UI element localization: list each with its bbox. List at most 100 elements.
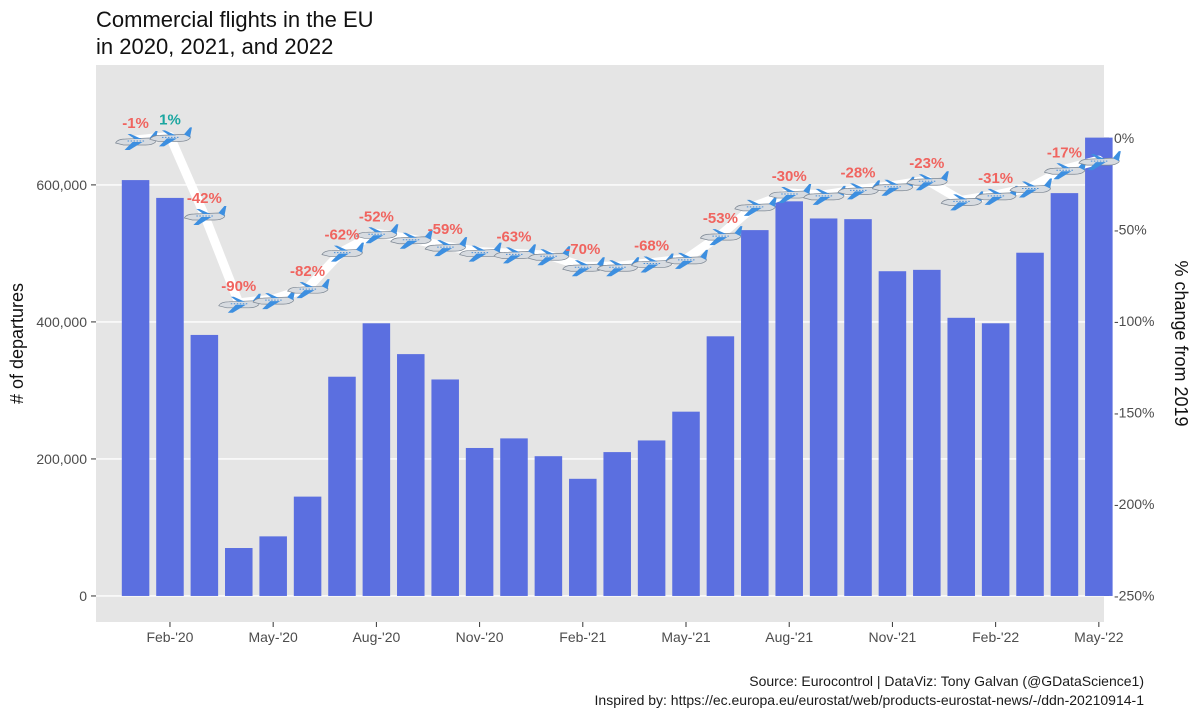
- x-tick-label: Nov-'21: [869, 629, 917, 645]
- bar: [741, 230, 769, 596]
- inspired-by-caption: Inspired by: https://ec.europa.eu/eurost…: [594, 692, 1144, 708]
- bar: [775, 201, 803, 596]
- bar: [913, 269, 941, 596]
- pct-data-label: -52%: [359, 208, 394, 225]
- plane-tail: [218, 205, 227, 216]
- bar: [328, 376, 356, 596]
- x-tick-label: May-'20: [248, 629, 298, 645]
- plane-tail: [459, 237, 468, 248]
- pct-data-label: -28%: [841, 164, 876, 181]
- x-tick-label: Nov-'20: [456, 629, 504, 645]
- plane-wing: [915, 182, 934, 191]
- plane-wing: [1087, 162, 1106, 171]
- plane-wing-top: [437, 240, 452, 246]
- plane-marker: [1078, 151, 1121, 171]
- y-tick-label: 0: [79, 588, 87, 604]
- bar: [637, 440, 666, 596]
- plane-tail: [183, 127, 192, 138]
- plane-wing-top: [402, 232, 417, 238]
- x-tick-label: Aug-'20: [352, 629, 400, 645]
- plane-wing-top: [230, 296, 245, 302]
- plane-wing: [227, 304, 246, 313]
- plane-wing: [1053, 171, 1072, 180]
- bar: [706, 336, 735, 596]
- plane-wing: [399, 240, 418, 249]
- pct-data-label: -31%: [978, 170, 1013, 187]
- plane-tail: [768, 196, 777, 207]
- plane-marker: [390, 229, 433, 249]
- plane-wing: [709, 237, 728, 246]
- bar: [981, 323, 1010, 596]
- plane-wing-top: [333, 245, 348, 251]
- pct-data-label: -30%: [772, 168, 807, 185]
- pct-data-label: -62%: [324, 227, 359, 244]
- pct-data-label: -59%: [428, 221, 463, 238]
- y-tick-label: 600,000: [36, 177, 87, 193]
- plane-marker: [527, 246, 571, 266]
- plane-wing-top: [815, 188, 830, 194]
- y2-tick-label: 0%: [1114, 130, 1134, 146]
- x-tick-label: Aug-'21: [765, 629, 813, 645]
- plane-tail: [803, 184, 812, 195]
- plane-marker: [493, 244, 536, 264]
- plane-tail: [321, 279, 330, 290]
- plane-marker: [287, 279, 330, 299]
- y2-axis-title: % change from 2019: [1171, 260, 1191, 426]
- pct-data-label: 1%: [159, 111, 181, 128]
- plane-wing: [950, 202, 969, 211]
- plane-tail: [562, 246, 571, 257]
- x-tick-label: May-'22: [1074, 629, 1124, 645]
- plane-tail: [596, 257, 605, 268]
- plane-wing-top: [746, 199, 761, 205]
- bar: [293, 496, 322, 596]
- plane-wing-top: [161, 130, 176, 136]
- plane-wing: [778, 195, 797, 204]
- x-tick-label: Feb-'20: [146, 629, 193, 645]
- y-tick-label: 400,000: [36, 314, 87, 330]
- bar: [534, 456, 563, 596]
- plane-wing: [502, 255, 521, 264]
- y-tick-label: 200,000: [36, 451, 87, 467]
- bar: [1016, 252, 1044, 596]
- bar: [1050, 193, 1079, 596]
- plane-wing-top: [574, 260, 589, 266]
- bar: [500, 438, 528, 596]
- bar: [878, 271, 907, 596]
- bar: [397, 354, 425, 596]
- plane-marker: [252, 290, 296, 310]
- source-caption: Source: Eurocontrol | DataViz: Tony Galv…: [749, 673, 1144, 689]
- plane-marker: [1009, 178, 1053, 198]
- pct-data-label: -82%: [290, 263, 325, 280]
- plane-tail: [527, 244, 536, 255]
- plane-wing: [434, 248, 453, 257]
- pct-data-label: -70%: [565, 241, 600, 258]
- bar: [809, 218, 838, 596]
- bar: [259, 536, 287, 596]
- plane-wing-top: [368, 227, 383, 233]
- plane-wing: [640, 264, 659, 273]
- plane-wing: [743, 207, 762, 216]
- plane-wing: [468, 253, 487, 262]
- bar: [844, 219, 872, 596]
- plane-wing-top: [265, 293, 280, 299]
- plane-wing: [296, 290, 315, 299]
- pct-data-label: -42%: [187, 190, 222, 207]
- y2-tick-label: -50%: [1114, 222, 1147, 238]
- plane-marker: [699, 226, 743, 246]
- plane-wing-top: [678, 252, 693, 258]
- plane-marker: [355, 224, 399, 244]
- plane-wing: [881, 187, 900, 196]
- plane-tail: [734, 226, 743, 237]
- plane-wing: [193, 216, 212, 225]
- bar: [1085, 137, 1113, 596]
- plane-tail: [1112, 151, 1121, 162]
- bar: [156, 197, 184, 596]
- bar: [431, 379, 459, 596]
- plane-marker: [183, 205, 227, 225]
- plane-wing-top: [850, 183, 865, 189]
- plane-wing: [606, 268, 625, 277]
- plane-wing-top: [609, 260, 624, 266]
- plane-wing: [675, 260, 694, 269]
- plane-tail: [940, 171, 949, 182]
- plane-wing-top: [1056, 163, 1071, 169]
